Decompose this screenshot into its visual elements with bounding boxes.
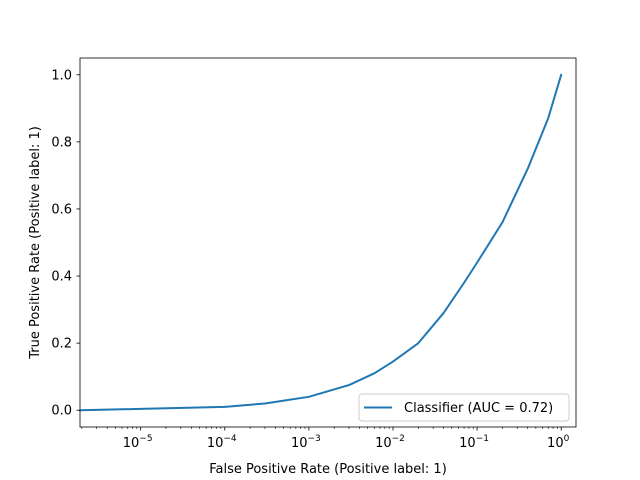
x-tick-label: 10−5 [123, 434, 153, 451]
y-axis-label: True Positive Rate (Positive label: 1) [28, 126, 43, 360]
legend: Classifier (AUC = 0.72) [358, 393, 570, 422]
legend-box [358, 393, 570, 422]
y-tick-label: 0.8 [51, 135, 72, 150]
roc-curve-line [79, 73, 563, 412]
x-tick-label: 10−4 [207, 434, 237, 451]
x-tick-label: 10−1 [459, 434, 489, 451]
x-tick-label: 10−2 [375, 434, 405, 451]
legend-label: Classifier (AUC = 0.72) [404, 401, 553, 416]
y-tick-label: 0.6 [51, 202, 72, 217]
series-layer [79, 73, 563, 412]
y-tick-label: 0.2 [51, 337, 72, 352]
y-tick-label: 1.0 [51, 68, 72, 83]
x-axis-label: False Positive Rate (Positive label: 1) [209, 462, 447, 477]
x-tick-label: 10−3 [291, 434, 321, 451]
y-tick-label: 0.0 [51, 404, 72, 419]
y-tick-label: 0.4 [51, 270, 72, 285]
plot-area [80, 58, 576, 427]
x-tick-label: 100 [547, 434, 570, 451]
plot-frame [79, 57, 577, 428]
ticks-layer: 10−5 10−4 10−3 10−2 10−1 100 0.0 0.2 0.4 0.6 0.8 1.… [51, 68, 569, 451]
